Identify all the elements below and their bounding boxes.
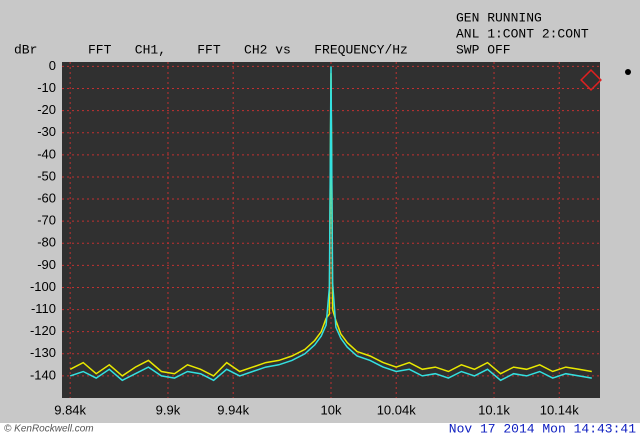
watermark: © KenRockwell.com: [4, 424, 94, 435]
x-tick-label: 10.14k: [540, 402, 580, 417]
status-line: ANL 1:CONT 2:CONT: [456, 26, 589, 41]
y-tick-label: -20: [37, 102, 56, 117]
x-tick-label: 9.84k: [54, 402, 86, 417]
y-tick-label: -100: [30, 279, 56, 294]
y-tick-label: 0: [49, 58, 56, 73]
y-tick-label: -70: [37, 213, 56, 228]
y-tick-label: -110: [31, 301, 56, 316]
y-tick-label: -120: [30, 323, 56, 338]
x-tick-label: 9.94k: [217, 402, 249, 417]
footer-strip: [0, 423, 640, 436]
y-axis-label: dBr: [14, 42, 37, 57]
y-tick-label: -40: [37, 146, 56, 161]
y-tick-label: -60: [37, 190, 56, 205]
status-line: SWP OFF: [456, 42, 511, 57]
y-tick-label: -130: [30, 345, 56, 360]
logo: [580, 69, 602, 91]
y-tick-label: -50: [37, 168, 56, 183]
marker-icon: [625, 69, 631, 75]
y-tick-label: -10: [37, 80, 56, 95]
x-tick-label: 9.9k: [156, 402, 181, 417]
x-tick-label: 10.04k: [377, 402, 417, 417]
y-tick-label: -90: [37, 257, 56, 272]
y-tick-label: -140: [30, 367, 56, 382]
x-tick-label: 10k: [321, 402, 342, 417]
timestamp: Nov 17 2014 Mon 14:43:41: [449, 421, 636, 436]
series-line: [69, 66, 592, 382]
chart-title: FFT CH1, FFT CH2 vs FREQUENCY/Hz: [88, 42, 408, 57]
y-tick-label: -80: [37, 235, 56, 250]
x-tick-label: 10.1k: [478, 402, 510, 417]
status-line: GEN RUNNING: [456, 10, 542, 25]
y-tick-label: -30: [37, 124, 56, 139]
